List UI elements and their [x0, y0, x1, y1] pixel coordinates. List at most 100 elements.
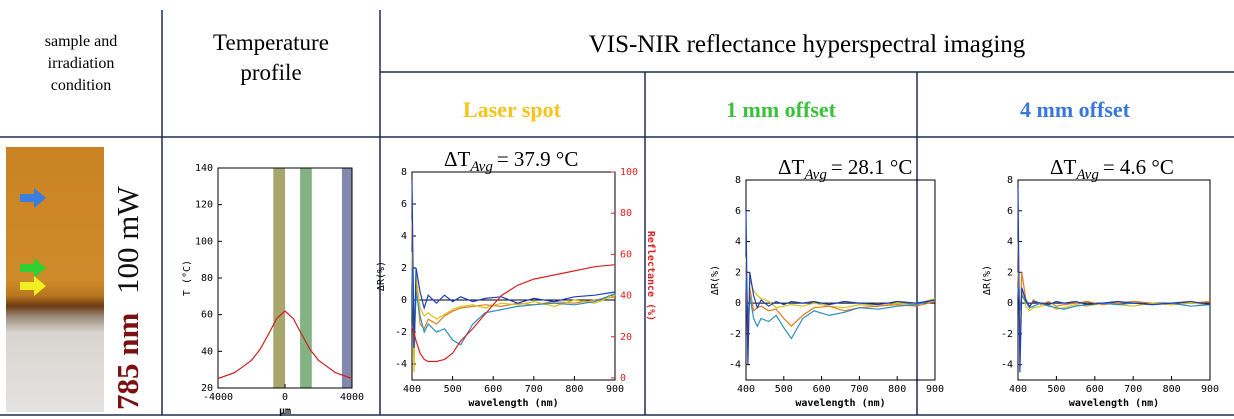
table-lines — [0, 10, 1234, 416]
x-axis-label: wavelength (nm) — [1069, 398, 1159, 409]
y-axis-label: ΔR(%) — [982, 265, 993, 295]
y-tick-label: 0 — [1007, 298, 1013, 309]
x-tick-label: 400 — [1009, 384, 1027, 395]
x-tick-label: 900 — [1201, 384, 1219, 395]
y-tick-label: 120 — [195, 200, 213, 211]
y2-tick-label: 0 — [620, 373, 626, 384]
y-tick-label: 2 — [401, 263, 407, 274]
arrow — [20, 276, 46, 296]
line — [745, 210, 936, 365]
y-tick-label: 2 — [1007, 267, 1013, 278]
band — [273, 168, 285, 388]
line — [411, 179, 616, 349]
header-cell: profile — [240, 60, 301, 85]
y-tick-label: 6 — [735, 206, 741, 217]
y-tick-label: 140 — [195, 163, 213, 174]
plot-frame — [1017, 179, 1211, 381]
line — [745, 272, 936, 350]
line — [411, 267, 616, 349]
y-tick-label: -2 — [395, 327, 407, 338]
band — [341, 168, 352, 388]
sample-photo — [6, 147, 104, 412]
x-tick-label: 600 — [813, 384, 831, 395]
y-tick-label: 100 — [195, 236, 213, 247]
arrows — [20, 188, 46, 296]
y-tick-label: 0 — [401, 295, 407, 306]
line — [411, 264, 616, 363]
x-tick-label: 4000 — [340, 392, 364, 403]
header-cell: irradiation — [48, 55, 115, 72]
y-tick-label: 20 — [201, 383, 213, 394]
annotation-value: = 37.9 °C — [497, 147, 579, 171]
annotation-subscript: Avg — [803, 167, 827, 183]
y-tick-label: 6 — [1007, 206, 1013, 217]
band — [300, 168, 312, 388]
x-tick-label: 600 — [484, 384, 502, 395]
y-tick-label: 8 — [1007, 175, 1013, 186]
y-tick-label: 2 — [735, 267, 741, 278]
y2-axis-label: Reflectance (%) — [645, 231, 656, 321]
x-axis-label: wavelength (nm) — [468, 398, 558, 409]
x-tick-label: 500 — [775, 384, 793, 395]
annotation: ΔTAvg = 4.6 °C — [1050, 155, 1174, 183]
arrow — [20, 188, 46, 208]
y-tick-label: 40 — [201, 346, 213, 357]
subheader: Laser spot — [463, 97, 562, 122]
annotation-symbol: ΔT — [1050, 155, 1077, 179]
y2-tick-label: 60 — [620, 249, 632, 260]
y-axis-label: ΔR(%) — [710, 265, 721, 295]
header-cell: condition — [51, 77, 111, 94]
y-tick-label: -2 — [1001, 329, 1013, 340]
x-tick-label: 0 — [282, 392, 288, 403]
header-cell: VIS-NIR reflectance hyperspectral imagin… — [589, 31, 1026, 58]
y-tick-label: 0 — [735, 298, 741, 309]
y2-tick-label: 20 — [620, 332, 632, 343]
y-tick-label: -4 — [395, 359, 407, 370]
line — [411, 251, 616, 373]
x-tick-label: 900 — [926, 384, 944, 395]
annotation-symbol: ΔT — [444, 147, 471, 171]
y-tick-label: -2 — [729, 329, 741, 340]
subheader: 1 mm offset — [726, 97, 837, 122]
annotation-symbol: ΔT — [778, 155, 805, 179]
y2-tick-label: 40 — [620, 291, 632, 302]
x-tick-label: 500 — [1047, 384, 1065, 395]
x-tick-label: 900 — [606, 384, 624, 395]
x-tick-label: 700 — [850, 384, 868, 395]
y2-tick-label: 80 — [620, 208, 632, 219]
annotation-subscript: Avg — [1075, 167, 1099, 183]
x-tick-label: 400 — [403, 384, 421, 395]
arrow — [20, 258, 46, 278]
x-tick-label: 700 — [525, 384, 543, 395]
y-tick-label: 4 — [401, 231, 407, 242]
laser-power: 100 mW — [110, 186, 145, 294]
header-cell: sample and — [45, 33, 117, 50]
x-axis-label: μm — [279, 406, 291, 417]
y-tick-label: 6 — [401, 199, 407, 210]
line — [1017, 272, 1211, 319]
y-tick-label: 8 — [735, 175, 741, 186]
y-tick-label: 80 — [201, 273, 213, 284]
y-tick-label: -4 — [1001, 360, 1013, 371]
line — [217, 310, 353, 380]
x-tick-label: 800 — [565, 384, 583, 395]
line — [745, 256, 936, 334]
x-axis-label: wavelength (nm) — [795, 398, 885, 409]
annotation-value: = 4.6 °C — [1103, 155, 1174, 179]
plot-frame — [411, 171, 616, 381]
annotation-value: = 28.1 °C — [831, 155, 913, 179]
x-tick-label: 800 — [888, 384, 906, 395]
y-axis-label: T (°C) — [182, 260, 193, 296]
x-tick-label: 600 — [1086, 384, 1104, 395]
x-tick-label: -4000 — [203, 392, 233, 403]
plot-frame — [745, 179, 936, 381]
y-axis-label: ΔR(%) — [376, 261, 387, 291]
y-tick-label: 4 — [735, 237, 741, 248]
annotation: ΔTAvg = 37.9 °C — [444, 147, 578, 175]
x-tick-label: 700 — [1124, 384, 1142, 395]
line — [1017, 187, 1211, 373]
line — [745, 279, 936, 340]
x-tick-label: 500 — [444, 384, 462, 395]
y2-tick-label: 100 — [620, 167, 638, 178]
